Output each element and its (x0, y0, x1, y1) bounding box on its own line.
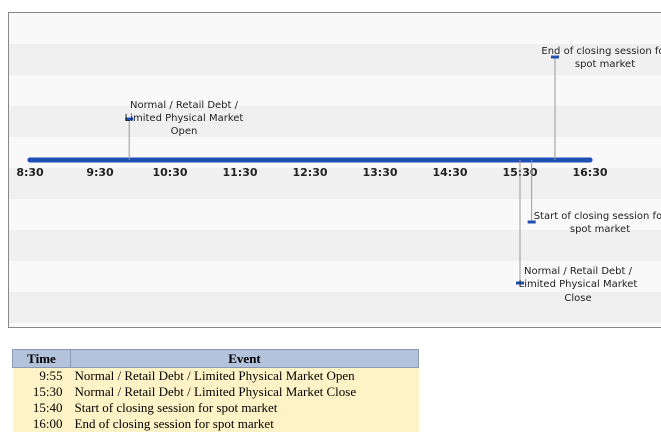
stripe (9, 261, 661, 292)
event-marker (527, 220, 536, 224)
stripe (9, 292, 661, 323)
event-cell: Normal / Retail Debt / Limited Physical … (70, 384, 419, 400)
tick-label: 12:30 (292, 166, 327, 179)
tick-label: 8:30 (16, 166, 44, 179)
tick-dot (447, 157, 453, 163)
event-label: Close (564, 293, 591, 304)
stripe (9, 199, 661, 230)
timeline: 8:30 9:30 10:30 11:30 12:30 13:30 14:30 15:30 16… (8, 12, 661, 328)
event-label: Limited Physical Market (519, 279, 638, 290)
stripe (9, 44, 661, 75)
tick-label: 9:30 (86, 166, 114, 179)
header-cell: Time (12, 349, 71, 368)
tick-label: 11:30 (222, 166, 257, 179)
event-marker (516, 281, 524, 285)
table-row: 16:00 End of closing session for spot mar… (12, 416, 419, 432)
tick-dot (587, 157, 593, 163)
event-label: spot market (570, 224, 630, 235)
stripe (9, 323, 661, 327)
tick-dot (237, 157, 243, 163)
event-marker (551, 55, 559, 59)
events-table: Time Event 9:55 Normal / Retail Debt / Li… (12, 349, 419, 432)
event-cell: End of closing session for spot market (70, 416, 419, 432)
table-row: 9:55 Normal / Retail Debt / Limited Physi… (12, 367, 419, 384)
tick-label: 13:30 (362, 166, 397, 179)
time-cell: 15:30 (12, 384, 71, 400)
stripe (9, 168, 661, 199)
header-cell: Event (70, 349, 419, 368)
time-cell: 15:40 (12, 400, 71, 416)
stripe (9, 106, 661, 137)
tick-dot (97, 157, 103, 163)
event-label: Normal / Retail Debt / (524, 266, 633, 277)
event-marker (125, 117, 134, 121)
background-stripes (9, 13, 661, 327)
event-label: Normal / Retail Debt / (130, 100, 239, 111)
tick-label: 16:30 (572, 166, 607, 179)
time-cell: 9:55 (12, 367, 71, 384)
stripe (9, 230, 661, 261)
tick-label: 10:30 (152, 166, 187, 179)
time-cell: 16:00 (12, 416, 71, 432)
tick-label: 14:30 (432, 166, 467, 179)
event-label: Limited Physical Market (125, 113, 244, 124)
stripe (9, 137, 661, 168)
table-row: 15:40 Start of closing session for spot m… (12, 400, 419, 416)
stripe (9, 13, 661, 44)
event-label: End of closing session for (541, 46, 661, 57)
tick-dot (307, 157, 313, 163)
tick-dot (377, 157, 383, 163)
event-cell: Start of closing session for spot market (70, 400, 419, 416)
tick-dot (167, 157, 173, 163)
stripe (9, 75, 661, 106)
tick-dot (27, 157, 33, 163)
table-row: 15:30 Normal / Retail Debt / Limited Phys… (12, 384, 419, 400)
event-cell: Normal / Retail Debt / Limited Physical … (70, 367, 419, 384)
event-label: Open (171, 126, 198, 137)
event-label: spot market (575, 59, 635, 70)
event-label: Start of closing session for (534, 211, 661, 222)
